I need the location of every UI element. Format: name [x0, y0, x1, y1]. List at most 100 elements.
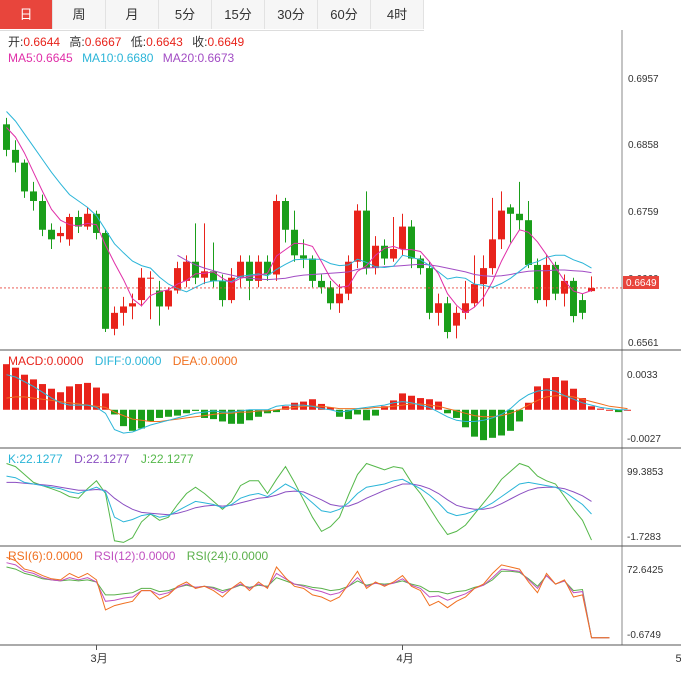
last-price-label: 0.6649	[626, 278, 657, 289]
stock-chart[interactable]: 3月 4月 5月 开:0.6644 高:0.6667 低:0.6643 收:0.66…	[0, 30, 681, 673]
price-tick-label: 0.6957	[628, 74, 659, 85]
macd-bar	[219, 409, 226, 422]
kdj-tick-label: -1.7283	[627, 532, 661, 543]
candle-body	[111, 312, 118, 329]
candle-body	[354, 210, 361, 262]
macd-tick-label: 0.0033	[627, 370, 658, 381]
candle-body	[165, 290, 172, 307]
ma10-line	[6, 111, 592, 293]
candle-body	[363, 210, 370, 269]
tab-week[interactable]: 周	[53, 0, 106, 29]
candle-body	[174, 268, 181, 291]
tab-30min[interactable]: 30分	[265, 0, 318, 29]
macd-bar	[255, 409, 262, 417]
candle-body	[138, 277, 145, 301]
macd-tick-label: -0.0027	[627, 434, 661, 445]
candle-body	[120, 306, 127, 313]
candle-body	[129, 303, 136, 307]
dea-line	[6, 395, 628, 422]
tab-4hour[interactable]: 4时	[371, 0, 424, 29]
candle-body	[336, 293, 343, 304]
macd-bar	[381, 406, 388, 410]
macd-bar	[48, 388, 55, 410]
tab-day[interactable]: 日	[0, 0, 53, 29]
macd-bar	[3, 364, 10, 410]
macd-bar	[237, 409, 244, 424]
tab-month[interactable]: 月	[106, 0, 159, 29]
macd-bar	[93, 387, 100, 410]
macd-bar	[363, 409, 370, 421]
candle-body	[75, 216, 82, 227]
ma20-line	[177, 254, 592, 281]
macd-bar	[273, 409, 280, 413]
candle-body	[48, 229, 55, 240]
macd-bar	[489, 409, 496, 438]
kdj-k-line	[6, 475, 592, 523]
rsi-pane	[6, 556, 610, 639]
macd-bar	[57, 392, 64, 410]
macd-bar	[462, 409, 469, 428]
candle-body	[156, 290, 163, 307]
candle-body	[21, 162, 28, 192]
macd-bar	[543, 378, 550, 410]
macd-bar	[516, 409, 523, 422]
macd-bar	[552, 377, 559, 410]
macd-bar	[246, 409, 253, 421]
macd-bar	[291, 402, 298, 410]
macd-bar	[615, 409, 622, 413]
macd-bar	[165, 409, 172, 417]
macd-bar	[435, 401, 442, 410]
candle-body	[192, 261, 199, 278]
candle-body	[462, 303, 469, 313]
candle-body	[417, 258, 424, 269]
macd-bar	[264, 409, 271, 414]
macd-bar	[21, 374, 28, 410]
period-tabs: 日 周 月 5分 15分 30分 60分 4时	[0, 0, 424, 31]
ma5-line	[6, 127, 592, 314]
candle-body	[318, 280, 325, 288]
macd-bar	[120, 409, 127, 427]
candle-body	[435, 303, 442, 313]
price-pane	[0, 111, 622, 339]
tab-15min[interactable]: 15分	[212, 0, 265, 29]
macd-bar	[579, 398, 586, 410]
macd-bar	[426, 399, 433, 410]
macd-bar	[129, 409, 136, 431]
candle-body	[516, 213, 523, 221]
candle-body	[102, 232, 109, 329]
diff-line	[6, 374, 628, 434]
price-tick-label: 0.6759	[628, 207, 659, 218]
macd-bar	[525, 402, 532, 410]
tab-60min[interactable]: 60分	[318, 0, 371, 29]
macd-bar	[84, 382, 91, 410]
candle-body	[399, 226, 406, 249]
candle-body	[408, 226, 415, 259]
kdj-d-line	[6, 481, 592, 516]
candle-body	[534, 264, 541, 301]
macd-pane	[3, 364, 631, 441]
candle-body	[588, 287, 595, 292]
macd-bar	[201, 409, 208, 418]
kdj-tick-label: 99.3853	[627, 467, 664, 478]
rsi-header: RSI(6):0.0000 RSI(12):0.0000 RSI(24):0.0…	[8, 549, 269, 563]
macd-bar	[345, 409, 352, 420]
macd-bar	[12, 367, 19, 410]
macd-bar	[498, 409, 505, 436]
macd-bar	[102, 393, 109, 410]
candle-body	[426, 268, 433, 313]
candle-body	[264, 261, 271, 275]
candle-body	[291, 229, 298, 256]
candle-body	[489, 239, 496, 269]
x-tick-label: 4月	[397, 653, 414, 665]
tab-5min[interactable]: 5分	[159, 0, 212, 29]
ma-header: MA5:0.6645 MA10:0.6680 MA20:0.6673	[8, 51, 235, 65]
macd-bar	[183, 409, 190, 414]
macd-bar	[66, 386, 73, 410]
rsi12-line	[6, 562, 610, 639]
candle-body	[219, 280, 226, 301]
rsi-tick-label: 72.6425	[627, 565, 664, 576]
candle-body	[84, 213, 91, 227]
candle-body	[93, 213, 100, 233]
candle-body	[561, 280, 568, 294]
x-tick-label: 3月	[91, 653, 108, 665]
